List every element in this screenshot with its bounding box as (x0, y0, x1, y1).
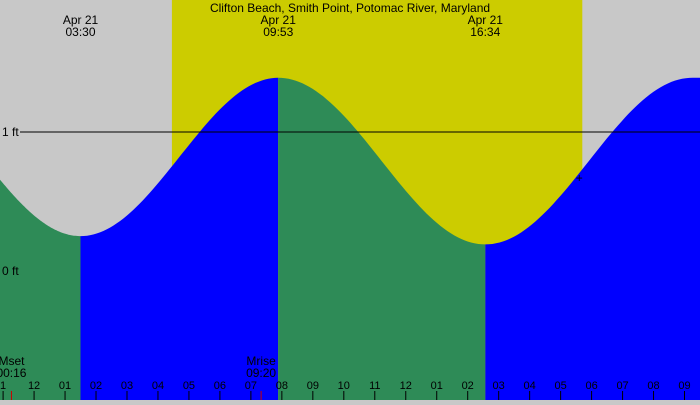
x-tick-label: 11 (369, 380, 380, 392)
x-tick-label: 02 (462, 380, 474, 392)
x-tick-label: 04 (152, 380, 164, 392)
extreme-date-label: Apr 21 (63, 13, 99, 27)
x-tick-label: 10 (338, 380, 350, 392)
reference-line-label: 1 ft (2, 125, 19, 139)
rising-tide-area (485, 77, 700, 401)
x-tick-label: 12 (28, 380, 40, 392)
x-tick-label: 01 (431, 380, 443, 392)
moon-event-time: 09:20 (246, 366, 276, 380)
reference-line-label: 0 ft (2, 264, 19, 278)
x-tick-label: 08 (276, 380, 288, 392)
moon-event-label: Mset (0, 354, 25, 368)
moon-event-time: 00:16 (0, 366, 27, 380)
extreme-date-label: Apr 21 (261, 13, 297, 27)
x-tick-label: 07 (616, 380, 628, 392)
extreme-time-label: 16:34 (470, 25, 500, 39)
x-tick-label: 09 (307, 380, 319, 392)
x-tick-label: 08 (647, 380, 659, 392)
x-tick-label: 06 (214, 380, 226, 392)
x-tick-label: 04 (524, 380, 536, 392)
x-tick-label: 1 (0, 380, 6, 392)
x-tick-label: 09 (678, 380, 690, 392)
x-tick-label: 05 (554, 380, 566, 392)
x-tick-label: 12 (400, 380, 412, 392)
extreme-time-label: 03:30 (66, 25, 96, 39)
falling-tide-area (278, 77, 486, 401)
x-tick-label: 03 (493, 380, 505, 392)
extreme-time-label: 09:53 (263, 25, 293, 39)
x-tick-label: 07 (245, 380, 257, 392)
x-tick-label: 01 (59, 380, 71, 392)
x-tick-label: 06 (585, 380, 597, 392)
x-tick-label: 05 (183, 380, 195, 392)
chart-title: Clifton Beach, Smith Point, Potomac Rive… (210, 1, 490, 15)
x-tick-label: 02 (90, 380, 102, 392)
moon-event-label: Mrise (246, 354, 276, 368)
extreme-date-label: Apr 21 (468, 13, 504, 27)
falling-tide-area (0, 179, 81, 400)
current-level-marker: + (576, 171, 583, 185)
x-tick-label: 03 (121, 380, 133, 392)
rising-tide-area (80, 77, 279, 401)
